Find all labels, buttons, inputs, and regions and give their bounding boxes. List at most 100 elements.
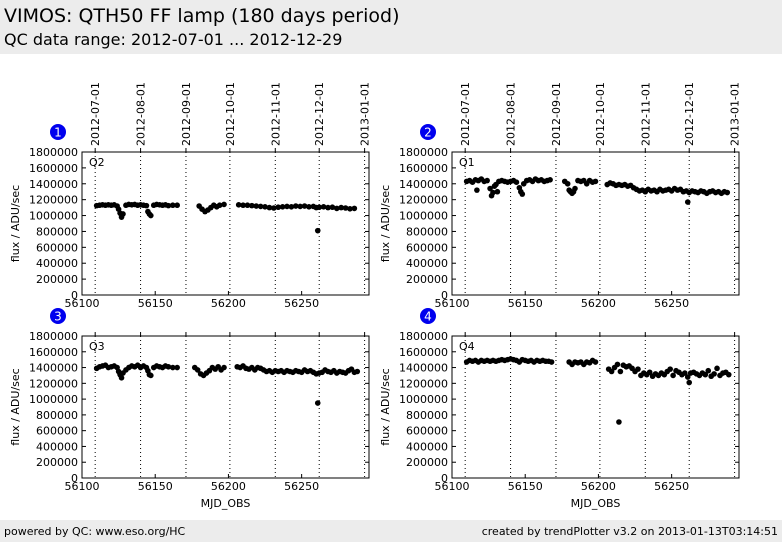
chart1-badge-label: 1 <box>54 126 62 140</box>
chart2-y-tick-label: 1400000 <box>399 178 448 191</box>
chart3-y-tick-label: 0 <box>71 472 78 485</box>
chart3-y-tick-label: 1800000 <box>29 330 78 343</box>
chart2-badge-circle <box>420 124 436 140</box>
chart3-data-point <box>169 364 176 371</box>
chart4-y-tick-label: 400000 <box>406 440 448 453</box>
chart4-badge-circle <box>420 308 436 324</box>
chart4-data-point <box>548 359 555 365</box>
chart3-y-tick-label: 800000 <box>36 409 78 422</box>
chart3-y-tick-label: 400000 <box>36 440 78 453</box>
chart1-data-point <box>174 202 180 209</box>
chart2-date-tick-label: 2012-09-01 <box>550 82 563 146</box>
chart4-data-point <box>684 374 691 380</box>
chart4-x-tick-label: 56200 <box>581 480 616 493</box>
chart2-x-tick-label: 56200 <box>581 297 616 310</box>
chart2-data-point <box>490 189 496 196</box>
chart3-panel-label: Q3 <box>89 340 105 353</box>
chart1-data-point <box>221 201 227 208</box>
chart1-badge-circle <box>50 124 66 140</box>
chart3-x-tick-label: 56150 <box>138 480 173 493</box>
chart1-data-point <box>342 205 349 211</box>
chart3-y-tick-label: 1400000 <box>29 362 78 375</box>
chart2-y-tick-label: 600000 <box>406 241 448 254</box>
chart2-y-tick-label: 1800000 <box>399 146 448 159</box>
chart3-data-point <box>174 364 180 371</box>
chart2-date-tick-label: 2012-11-01 <box>639 82 652 146</box>
chart3-data-point <box>118 375 125 381</box>
chart1-y-axis-label: flux / ADU/sec <box>9 185 22 262</box>
chart3-data-point <box>221 364 227 371</box>
chart1-data-point <box>297 203 303 210</box>
page-subtitle: QC data range: 2012-07-01 ... 2012-12-29 <box>4 30 343 49</box>
chart2-y-axis-label: flux / ADU/sec <box>379 185 392 262</box>
chart4-data-point <box>711 371 717 377</box>
chart1-data-point <box>240 202 246 209</box>
chart1-y-tick-label: 1800000 <box>29 146 78 159</box>
chart4-x-axis-label: MJD_OBS <box>571 497 621 510</box>
chart1-date-tick-label: 2012-10-01 <box>224 82 237 146</box>
chart2-data-point <box>572 185 578 192</box>
chart3-x-tick-label: 56100 <box>65 480 100 493</box>
chart1-data-point <box>347 206 353 212</box>
chart2-date-tick-label: 2013-01-01 <box>729 82 742 146</box>
chart4-y-tick-label: 0 <box>441 472 448 485</box>
chart1-data-point <box>235 202 242 208</box>
chart2-x-tick-label: 56250 <box>654 297 689 310</box>
chart3-y-tick-label: 1600000 <box>29 346 78 359</box>
chart2-y-tick-label: 1200000 <box>399 194 448 207</box>
header-bar <box>0 0 782 54</box>
chart1-data-point <box>338 204 344 211</box>
chart1-data-point <box>301 203 308 209</box>
chart1-y-tick-label: 400000 <box>36 257 78 270</box>
chart1-x-tick-label: 56150 <box>138 297 173 310</box>
chart2-panel-label: Q1 <box>459 156 475 169</box>
chart1-x-tick-label: 56250 <box>284 297 319 310</box>
chart1-date-tick-label: 2012-09-01 <box>180 82 193 146</box>
chart1-data-point <box>288 204 295 210</box>
chart3-y-tick-label: 1200000 <box>29 377 78 390</box>
chart1-data-point <box>351 205 358 212</box>
chart2-date-tick-label: 2012-10-01 <box>594 82 607 146</box>
chart4-x-tick-label: 56150 <box>508 480 543 493</box>
chart1-data-point <box>120 211 126 217</box>
footer-created-by: created by trendPlotter v3.2 on 2013-01-… <box>481 525 778 538</box>
chart2-data-point <box>474 187 480 193</box>
chart4-y-tick-label: 1000000 <box>399 393 448 406</box>
chart3-data-point <box>148 372 154 379</box>
chart4-data-point <box>614 361 621 368</box>
chart2-date-tick-label: 2012-12-01 <box>683 82 696 146</box>
chart2-data-point <box>684 199 691 205</box>
chart4-plot-frame <box>451 335 740 479</box>
chart1-y-tick-label: 200000 <box>36 273 78 286</box>
chart2-date-tick-label: 2012-08-01 <box>505 82 518 146</box>
chart4-data-point <box>635 366 641 372</box>
chart4-badge-label: 4 <box>424 310 432 324</box>
chart1-data-point <box>253 203 260 209</box>
chart4-data-point <box>608 368 615 375</box>
chart2-y-tick-label: 0 <box>441 289 448 302</box>
chart1-data-point <box>306 204 312 210</box>
chart3-data-point <box>354 368 361 375</box>
chart2-data-point <box>724 189 731 196</box>
chart4-data-point <box>686 379 693 386</box>
chart1-data-point <box>333 205 340 212</box>
chart1-date-tick-label: 2013-01-01 <box>359 82 372 146</box>
chart3-y-tick-label: 200000 <box>36 456 78 469</box>
chart4-data-point <box>702 371 709 378</box>
chart1-date-tick-label: 2012-12-01 <box>313 82 326 146</box>
chart1-data-point <box>165 202 172 209</box>
chart1-data-point <box>169 202 176 209</box>
chart4-panel-label: Q4 <box>459 340 475 353</box>
chart1-data-point <box>320 204 327 210</box>
chart4-data-point <box>670 372 676 379</box>
chart2-data-point <box>513 179 520 185</box>
chart1-plot-frame <box>81 151 370 296</box>
chart4-y-tick-label: 1400000 <box>399 362 448 375</box>
chart2-y-tick-label: 1600000 <box>399 162 448 175</box>
chart1-y-tick-label: 800000 <box>36 225 78 238</box>
chart1-date-tick-label: 2012-08-01 <box>135 82 148 146</box>
chart2-date-tick-label: 2012-07-01 <box>459 82 472 146</box>
chart4-data-point <box>725 371 732 378</box>
chart1-data-point <box>325 204 331 211</box>
